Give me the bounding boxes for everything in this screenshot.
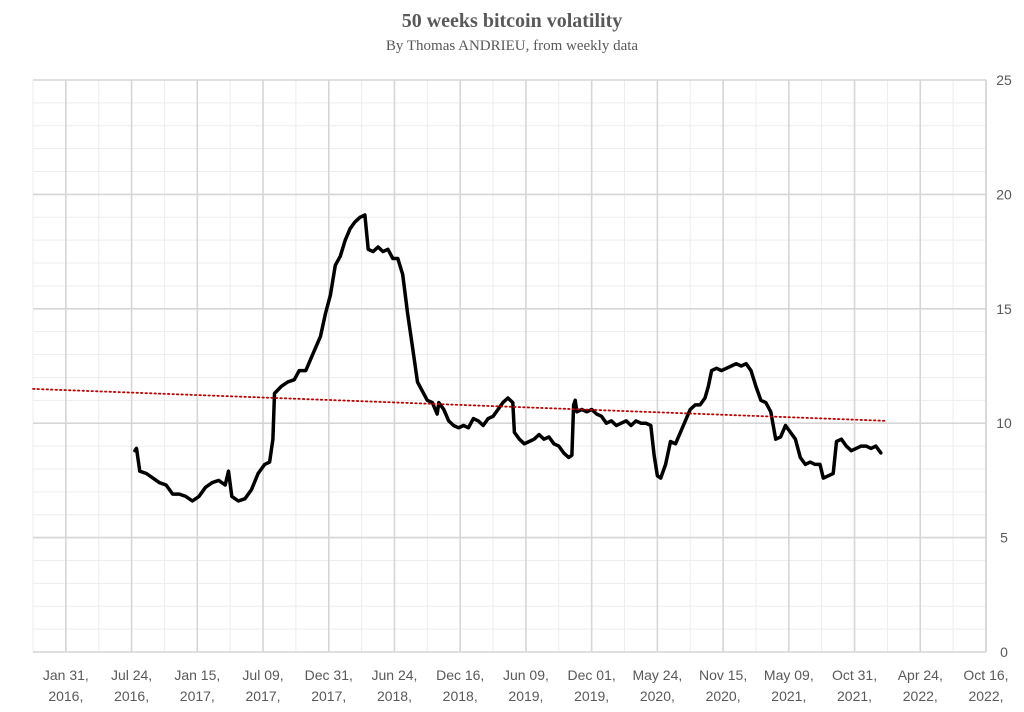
x-tick-label: Nov 15, 2020, [699,667,747,704]
trendline-series [32,388,889,422]
x-tick-label: Jun 09, 2019, [503,667,549,704]
volatility-series-line [133,213,883,503]
x-tick-label: May 09, 2021, [764,667,814,704]
chart-subtitle: By Thomas ANDRIEU, from weekly data [385,38,639,54]
x-tick-label: Oct 16, 2022, [963,667,1008,704]
chart-title: 50 weeks bitcoin volatility [401,10,623,32]
x-tick-label: Dec 01, 2019, [568,667,616,704]
y-tick-label: 10 [996,415,1012,431]
x-tick-label: Dec 16, 2018, [436,667,484,704]
x-tick-label: Apr 24, 2022, [898,667,943,704]
x-tick-label: Dec 31, 2017, [305,667,353,704]
x-tick-label: Jun 24, 2018, [372,667,418,704]
x-tick-label: Jul 24, 2016, [111,667,152,704]
y-tick-label: 20 [996,186,1012,202]
y-tick-label: 25 [996,72,1012,88]
x-tick-label: Jan 15, 2017, [174,667,220,704]
y-tick-label: 5 [1000,530,1008,546]
x-tick-label: Oct 31, 2021, [832,667,877,704]
x-tick-label: May 24, 2020, [632,667,682,704]
y-tick-label: 0 [1000,644,1008,660]
x-tick-label: Jul 09, 2017, [242,667,283,704]
y-tick-label: 15 [996,301,1012,317]
x-tick-label: Jan 31, 2016, [43,667,89,704]
